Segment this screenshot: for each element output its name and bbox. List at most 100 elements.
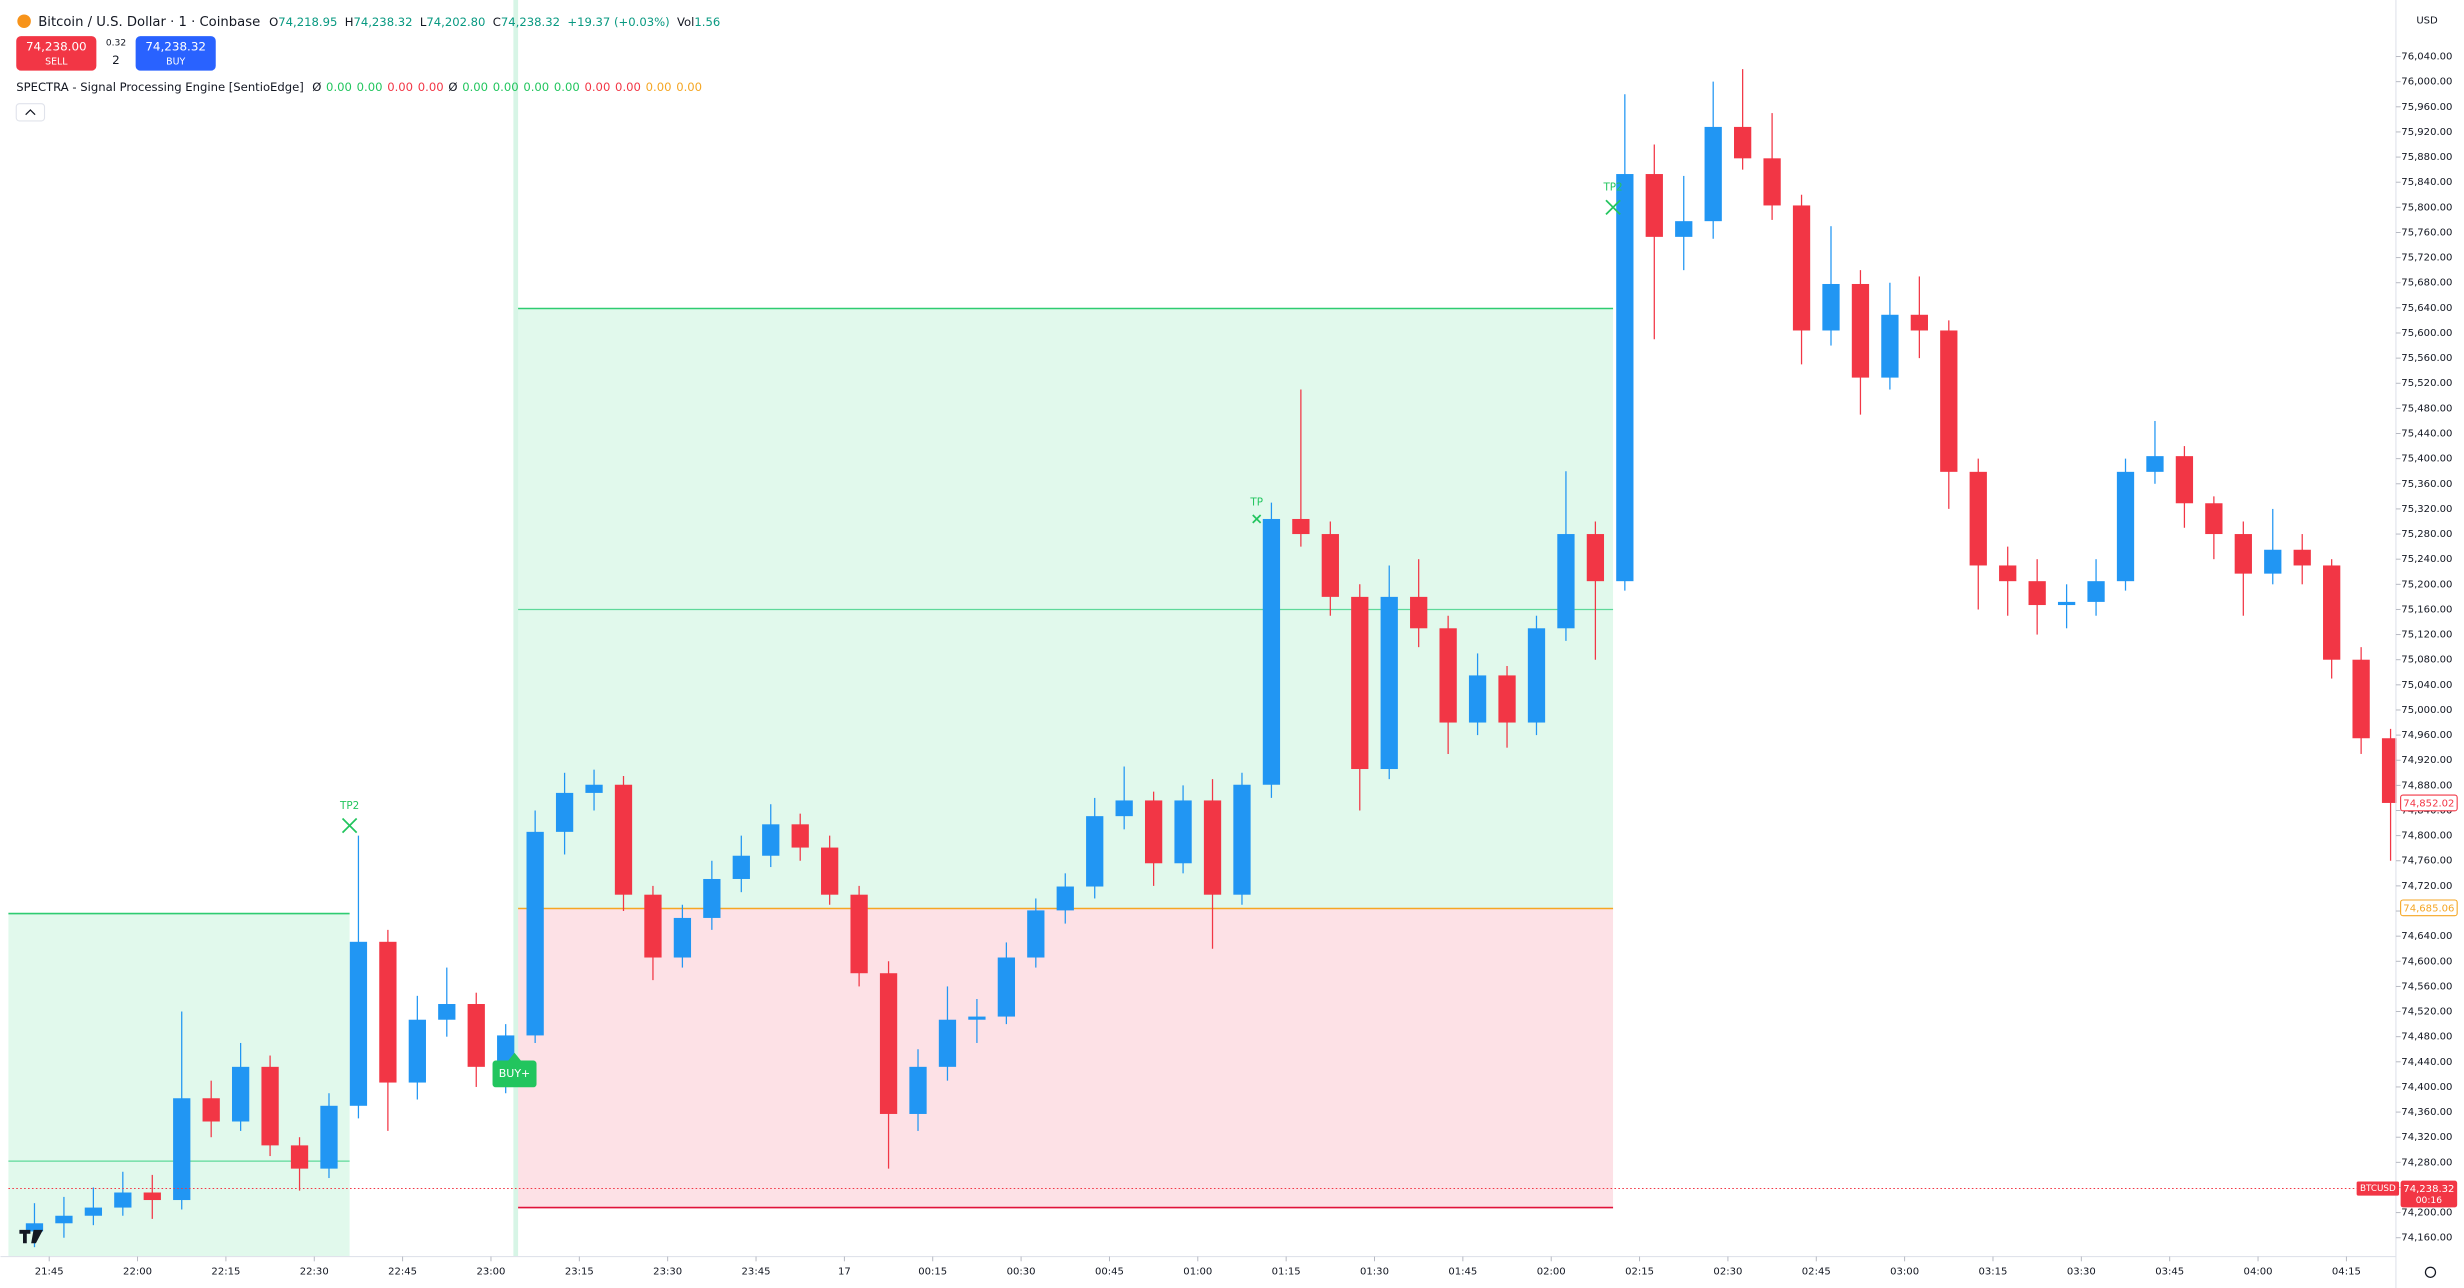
candle-body — [1792, 205, 1811, 331]
price-axis — [2396, 0, 2464, 1288]
buy-button[interactable] — [135, 36, 216, 71]
y-tick-label: 75,920.00 — [2401, 127, 2452, 138]
candle-body — [1704, 126, 1722, 222]
candle-body — [1410, 596, 1428, 629]
candle-body — [1351, 596, 1369, 770]
indicator-value: 0.00 — [646, 80, 672, 94]
x-tick-label: 04:00 — [2244, 1267, 2273, 1278]
candle-body — [821, 847, 839, 895]
candle-body — [55, 1215, 73, 1224]
y-tick-label: 76,000.00 — [2401, 77, 2452, 88]
settings-icon[interactable] — [2424, 1266, 2437, 1278]
candle-body — [879, 973, 898, 1114]
candle-body — [1969, 471, 1987, 566]
y-tick-label: 74,880.00 — [2401, 780, 2452, 791]
candle-body — [673, 917, 692, 958]
price-label-box — [2400, 899, 2458, 917]
candle-body — [320, 1105, 338, 1169]
candle-body — [1527, 628, 1546, 723]
y-tick-label: 75,320.00 — [2401, 504, 2452, 515]
indicator-value: 0.00 — [418, 80, 444, 94]
tp-marker — [341, 817, 358, 834]
candle-body — [173, 1098, 191, 1201]
x-tick-label: 23:30 — [653, 1267, 682, 1278]
y-tick-label: 74,800.00 — [2401, 831, 2452, 842]
candle-body — [2116, 471, 2135, 582]
candle-body — [1115, 800, 1133, 817]
ohlc-value: 74,238.32 — [501, 14, 560, 28]
buy-marker — [508, 1052, 521, 1061]
buy-label: BUY+ — [499, 1067, 531, 1080]
candle-body — [850, 894, 868, 974]
currency[interactable]: USD — [2416, 15, 2438, 26]
tp-label: TP2 — [1602, 182, 1622, 194]
candle-body — [762, 824, 780, 856]
candle-body — [1262, 518, 1281, 785]
candle-body — [1468, 675, 1487, 723]
ohlc-value: 74,202.80 — [426, 14, 485, 28]
x-tick-label: 22:45 — [388, 1267, 417, 1278]
candle-body — [791, 824, 809, 848]
y-tick-label: 74,360.00 — [2401, 1107, 2452, 1118]
candle-body — [143, 1192, 161, 1201]
y-tick-label: 75,680.00 — [2401, 278, 2452, 289]
candle-body — [1056, 886, 1074, 911]
candle-body — [290, 1145, 309, 1169]
y-tick-label: 75,560.00 — [2401, 353, 2452, 364]
overlays: TP2 BUY+ TP TP2 — [339, 182, 1623, 1088]
quantity[interactable]: 2 — [112, 53, 120, 67]
collapse-button[interactable] — [15, 103, 46, 122]
candle-body — [644, 894, 662, 958]
y-tick-label: 75,480.00 — [2401, 403, 2452, 414]
candle-body — [202, 1098, 220, 1122]
x-tick-label: 02:15 — [1625, 1267, 1654, 1278]
y-tick-label: 75,160.00 — [2401, 604, 2452, 615]
countdown: 00:16 — [2416, 1196, 2442, 1206]
candle-body — [2323, 565, 2341, 660]
y-tick-label: 75,400.00 — [2401, 454, 2452, 465]
y-tick-label: 75,200.00 — [2401, 579, 2452, 590]
buy-price: 74,238.32 — [145, 40, 206, 54]
change: +19.37 (+0.03%) — [567, 14, 669, 28]
candle-body — [1233, 784, 1251, 895]
ohlc-key: C — [493, 14, 501, 28]
candle-body — [2234, 534, 2252, 574]
candle-body — [2028, 581, 2046, 606]
x-tick-label: 22:00 — [123, 1267, 152, 1278]
candle-body — [379, 941, 397, 1083]
x-tick-label: 23:00 — [476, 1267, 505, 1278]
zones — [8, 307, 1614, 1257]
candle-body — [1616, 174, 1634, 582]
symbol-title[interactable]: Bitcoin / U.S. Dollar · 1 · Coinbase — [38, 15, 260, 30]
indicator-name[interactable]: SPECTRA - Signal Processing Engine [Sent… — [16, 80, 304, 94]
y-tick-label: 76,040.00 — [2401, 52, 2452, 63]
candle-body — [1439, 628, 1457, 723]
candle-body — [2087, 581, 2105, 602]
candle-body — [732, 855, 750, 879]
candle-body — [1586, 534, 1605, 582]
candle-body — [1881, 314, 1899, 378]
x-tick-label: 01:15 — [1272, 1267, 1301, 1278]
sell-label: SELL — [45, 57, 68, 68]
candle-body — [555, 792, 574, 832]
x-tick-label: 23:15 — [565, 1267, 594, 1278]
legend-header: Bitcoin / U.S. Dollar · 1 · Coinbase O74… — [38, 14, 720, 29]
vol-value: 1.56 — [694, 14, 720, 28]
x-tick-label: 03:45 — [2155, 1267, 2184, 1278]
sell-button[interactable] — [16, 36, 97, 71]
tp-marker — [1252, 514, 1262, 524]
indicator-value: 0.00 — [357, 80, 383, 94]
candle-body — [2381, 738, 2400, 803]
candle-body — [585, 784, 603, 793]
y-tick-label: 74,320.00 — [2401, 1132, 2452, 1143]
y-tick-label: 75,240.00 — [2401, 554, 2452, 565]
candle-body — [438, 1004, 456, 1020]
ohlc-key: H — [345, 14, 354, 28]
profit-zone — [514, 308, 1614, 909]
candle-body — [84, 1207, 103, 1216]
indicator-value: 0.00 — [387, 80, 413, 94]
candle-body — [2146, 456, 2164, 472]
x-tick-label: 23:45 — [742, 1267, 771, 1278]
indicator-value: 0.00 — [462, 80, 488, 94]
x-tick-label: 17 — [838, 1267, 851, 1278]
